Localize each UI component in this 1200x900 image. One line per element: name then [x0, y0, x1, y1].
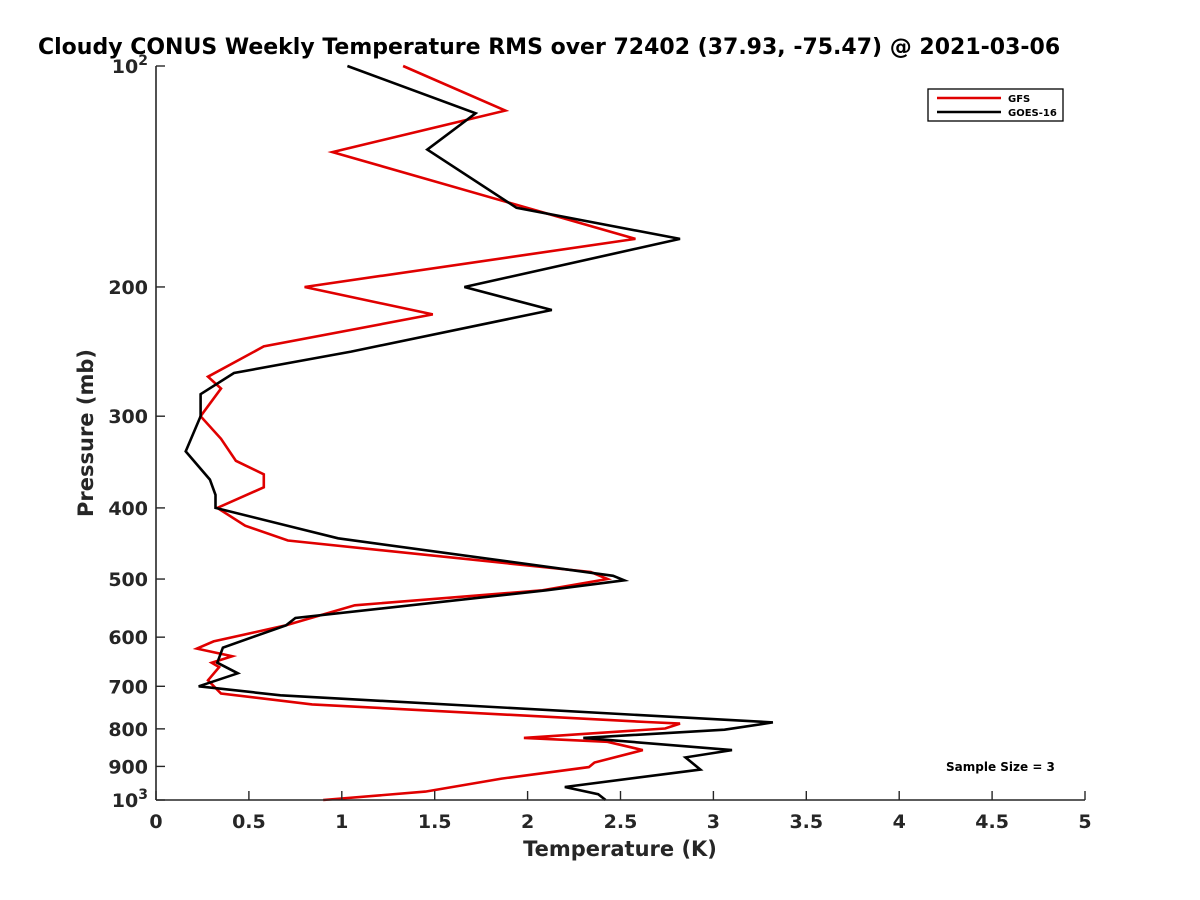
y-tick-label: 700 — [108, 676, 148, 698]
legend-box — [927, 88, 1064, 122]
x-tick-label: 5 — [1078, 811, 1091, 833]
series-layer — [184, 64, 774, 802]
y-tick-label: 103 — [112, 787, 148, 812]
x-tick-label: 1 — [335, 811, 348, 833]
series-line-gfs — [192, 64, 681, 802]
y-tick-label: 500 — [108, 569, 148, 591]
series-line-goes-16 — [184, 64, 774, 802]
y-tick-label: 800 — [108, 719, 148, 741]
legend-label-gfs: GFS — [1008, 94, 1030, 105]
x-tick-label: 4.5 — [975, 811, 1009, 833]
x-tick-label: 2.5 — [604, 811, 638, 833]
y-tick-label: 102 — [112, 53, 148, 78]
x-axis-label: Temperature (K) — [523, 837, 717, 861]
x-tick-label: 4 — [893, 811, 906, 833]
y-tick-label: 400 — [108, 498, 148, 520]
y-tick-label: 200 — [108, 277, 148, 299]
x-tick-label: 3 — [707, 811, 720, 833]
x-tick-label: 3.5 — [789, 811, 823, 833]
y-tick-label: 600 — [108, 627, 148, 649]
tick-layer: 0 0.5 1 1.5 2 2.5 3 3.5 4 4.5 5 102 200 300 400 500 600 7… — [108, 53, 1091, 833]
sample-size-annotation: Sample Size = 3 — [946, 760, 1055, 774]
chart-title: Cloudy CONUS Weekly Temperature RMS over… — [38, 35, 1060, 60]
x-tick-label: 1.5 — [418, 811, 452, 833]
y-tick-label: 900 — [108, 756, 148, 778]
legend-label-goes-16: GOES-16 — [1008, 108, 1057, 119]
x-tick-label: 2 — [521, 811, 534, 833]
y-axis-label: Pressure (mb) — [74, 349, 98, 517]
plot-area: 0 0.5 1 1.5 2 2.5 3 3.5 4 4.5 5 102 200 300 400 500 600 7… — [108, 53, 1091, 833]
legend: GFS GOES-16 — [927, 88, 1064, 122]
y-tick-label: 300 — [108, 406, 148, 428]
axes-layer — [155, 66, 1085, 801]
x-tick-label: 0 — [149, 811, 162, 833]
x-tick-label: 0.5 — [232, 811, 266, 833]
